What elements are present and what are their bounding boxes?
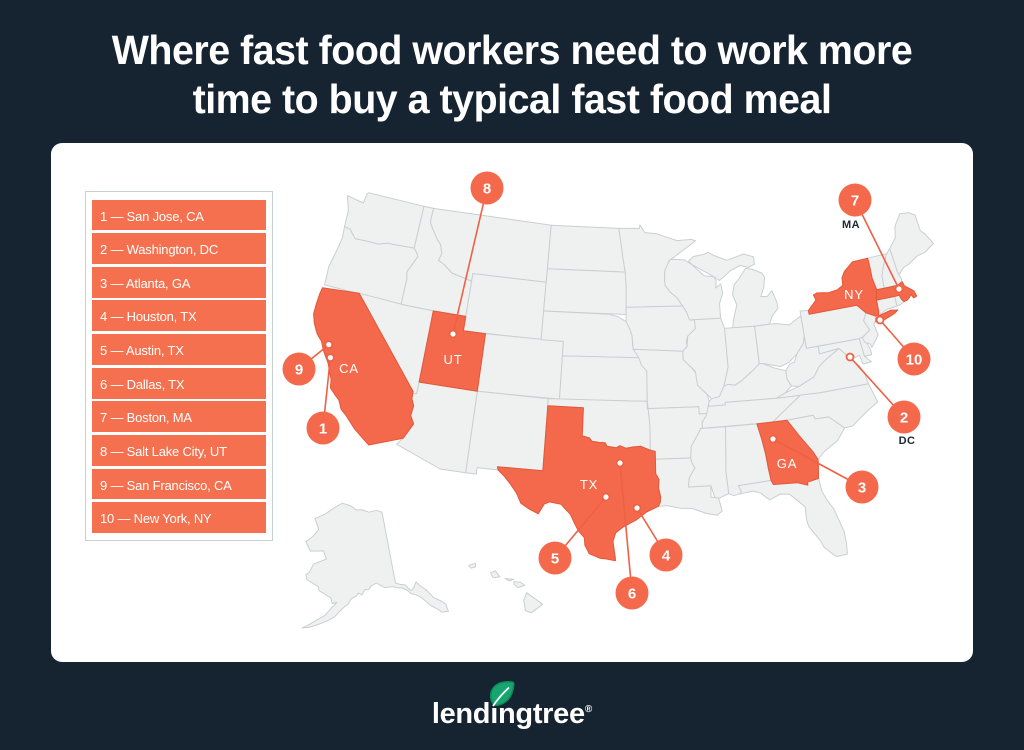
svg-text:MA: MA	[842, 219, 860, 231]
svg-text:2: 2	[900, 409, 908, 426]
svg-text:10: 10	[906, 351, 923, 368]
svg-text:3: 3	[858, 479, 866, 496]
svg-text:GA: GA	[777, 456, 797, 471]
svg-text:NY: NY	[844, 287, 864, 302]
svg-text:6: 6	[628, 585, 636, 602]
svg-text:CA: CA	[339, 361, 359, 376]
svg-text:4: 4	[662, 547, 671, 564]
svg-text:9: 9	[295, 361, 303, 378]
svg-text:TX: TX	[580, 477, 598, 492]
svg-text:8: 8	[483, 180, 491, 197]
svg-text:7: 7	[851, 192, 859, 209]
svg-text:1: 1	[319, 420, 327, 437]
svg-text:DC: DC	[899, 435, 916, 447]
svg-text:5: 5	[551, 550, 559, 567]
svg-text:UT: UT	[444, 352, 463, 367]
